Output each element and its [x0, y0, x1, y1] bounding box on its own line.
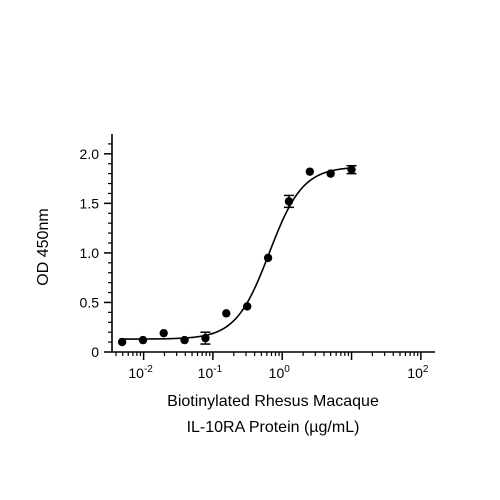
data-point [326, 169, 335, 178]
data-point [222, 309, 231, 318]
x-tick-label: 10-1 [198, 364, 223, 381]
y-tick-label: 1.0 [80, 245, 100, 261]
x-ticks: 10-2 10-1 100 102 [115, 352, 429, 381]
data-point [284, 197, 294, 206]
x-axis-title-line-2: IL-10RA Protein (µg/mL) [187, 419, 360, 436]
y-tick-label: 0 [91, 344, 99, 360]
data-point [305, 167, 315, 176]
data-point [243, 302, 252, 311]
data-point [347, 165, 356, 174]
y-tick-label: 2.0 [80, 146, 100, 162]
data-point [138, 335, 148, 345]
data-point [263, 253, 273, 263]
fit-curve [119, 166, 355, 340]
x-tick-label: 100 [269, 364, 291, 381]
data-points [117, 164, 357, 347]
x-tick-label: 10-2 [128, 364, 153, 381]
y-axis-title: OD 450nm [35, 208, 52, 285]
y-tick-label: 1.5 [80, 195, 100, 211]
data-point [180, 335, 189, 345]
y-ticks: 0 0.5 1.0 1.5 2.0 [80, 143, 112, 360]
x-axis-title-line-1: Biotinylated Rhesus Macaque [167, 393, 379, 410]
data-point [159, 328, 168, 338]
plot-area: 0 0.5 1.0 1.5 2.0 10-2 10-1 100 102 [80, 134, 435, 381]
y-tick-label: 0.5 [80, 294, 100, 310]
data-point [117, 337, 127, 347]
x-tick-label: 102 [407, 364, 429, 381]
data-point [201, 333, 210, 343]
